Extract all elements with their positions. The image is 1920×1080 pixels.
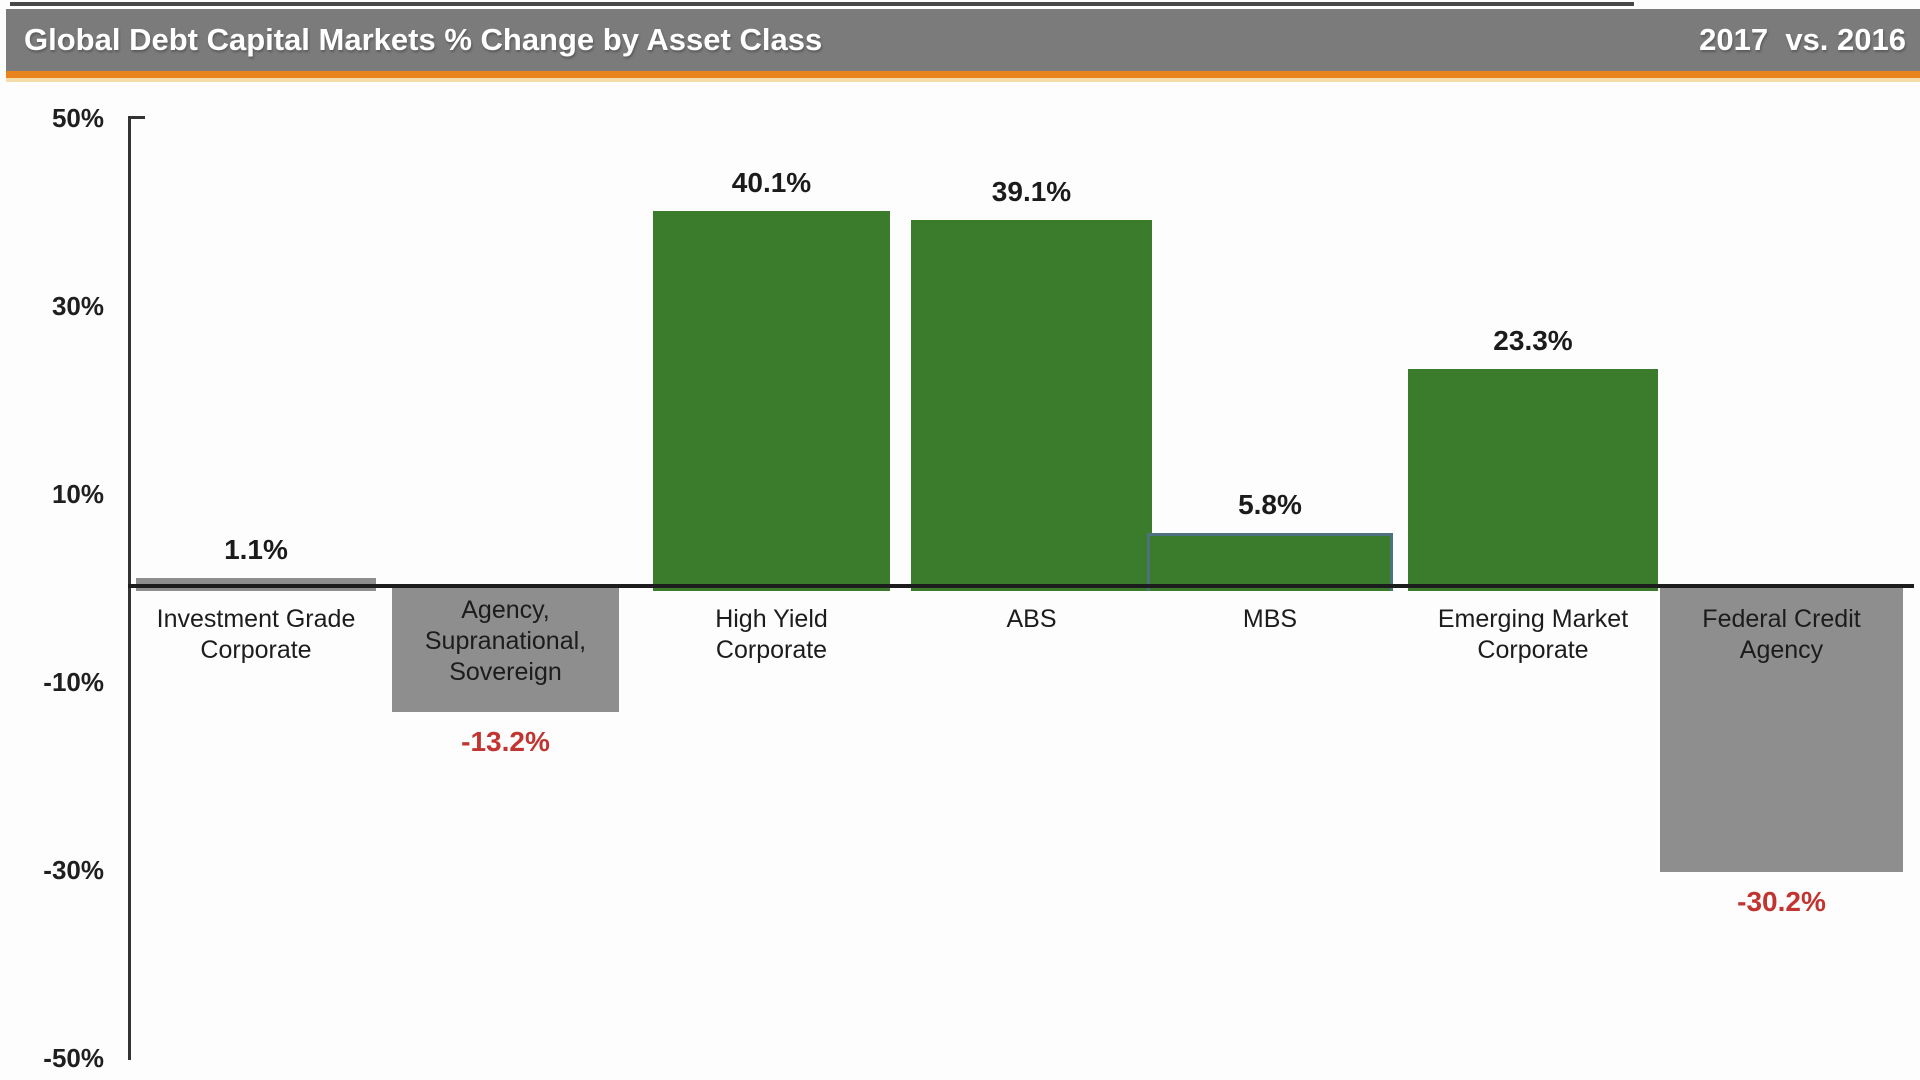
bar-category-label-abs: ABS bbox=[1006, 605, 1057, 633]
bar-category-label-federal-credit-agency: Federal Credit Agency bbox=[1702, 605, 1861, 664]
bar-emerging-market-corporate bbox=[1408, 368, 1658, 591]
bar-federal-credit-agency bbox=[1660, 588, 1903, 872]
bar-abs bbox=[911, 220, 1152, 591]
bar-category-label-emerging-market-corporate: Emerging Market Corporate bbox=[1437, 605, 1629, 664]
bar-value-label-high-yield-corporate: 40.1% bbox=[731, 167, 812, 199]
bar-category-label-high-yield-corporate: High Yield Corporate bbox=[715, 605, 828, 664]
bar-mbs bbox=[1147, 533, 1393, 591]
y-tick-label: 50% bbox=[51, 103, 104, 133]
bar-category-label-investment-grade-corporate: Investment Grade Corporate bbox=[156, 605, 356, 664]
window-top-edge bbox=[10, 2, 1634, 6]
x-axis-baseline bbox=[128, 584, 1914, 588]
bar-category-label-mbs: MBS bbox=[1242, 605, 1298, 633]
bar-value-label-federal-credit-agency: -30.2% bbox=[1737, 885, 1826, 917]
bar-value-label-abs: 39.1% bbox=[991, 176, 1072, 208]
y-axis bbox=[128, 116, 131, 1060]
bar-value-label-agency-supranational-sovereign: -13.2% bbox=[461, 726, 550, 758]
y-tick-label: -50% bbox=[43, 1043, 104, 1073]
chart-header: Global Debt Capital Markets % Change by … bbox=[6, 9, 1920, 71]
bar-value-label-mbs: 5.8% bbox=[1238, 489, 1302, 521]
bar-high-yield-corporate bbox=[653, 211, 890, 591]
bar-value-label-investment-grade-corporate: 1.1% bbox=[224, 533, 288, 565]
y-tick-label: 10% bbox=[51, 479, 104, 509]
chart-title: Global Debt Capital Markets % Change by … bbox=[24, 22, 823, 57]
header-underline bbox=[6, 71, 1920, 82]
bar-value-label-emerging-market-corporate: 23.3% bbox=[1493, 324, 1573, 356]
y-tick-label: -10% bbox=[43, 667, 104, 697]
report-period: 2017 vs. 2016 bbox=[1699, 22, 1906, 57]
bar-agency-supranational-sovereign bbox=[392, 588, 619, 713]
y-axis-top-tick bbox=[131, 116, 145, 119]
bar-category-label-agency-supranational-sovereign: Agency, Supranational, Sovereign bbox=[424, 596, 587, 686]
y-tick-label: -30% bbox=[43, 855, 104, 885]
y-tick-label: 30% bbox=[51, 291, 104, 321]
